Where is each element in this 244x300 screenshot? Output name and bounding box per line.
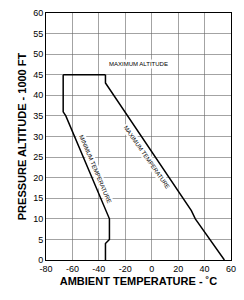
svg-text:50: 50 [33,49,43,59]
svg-text:60: 60 [226,264,236,274]
svg-text:40: 40 [33,90,43,100]
svg-text:-80: -80 [39,264,52,274]
svg-text:25: 25 [33,152,43,162]
svg-text:PRESSURE ALTITUDE - 1000 FT: PRESSURE ALTITUDE - 1000 FT [16,52,28,220]
svg-text:0: 0 [38,255,43,265]
svg-text:0: 0 [149,264,154,274]
svg-text:60: 60 [33,8,43,18]
svg-text:-60: -60 [66,264,79,274]
svg-text:35: 35 [33,111,43,121]
svg-text:55: 55 [33,29,43,39]
svg-text:MAXIMUM TEMPERATURE: MAXIMUM TEMPERATURE [123,125,171,190]
svg-text:15: 15 [33,193,43,203]
svg-text:10: 10 [33,214,43,224]
svg-text:5: 5 [38,235,43,245]
svg-text:-40: -40 [92,264,105,274]
svg-text:20: 20 [173,264,183,274]
svg-text:20: 20 [33,173,43,183]
svg-text:45: 45 [33,70,43,80]
svg-text:MAXIMUM ALTITUDE: MAXIMUM ALTITUDE [109,61,168,67]
svg-text:AMBIENT TEMPERATURE - ˚C: AMBIENT TEMPERATURE - ˚C [60,275,218,287]
svg-text:MINIMUM TEMPERATURE: MINIMUM TEMPERATURE [78,134,112,204]
svg-text:30: 30 [33,132,43,142]
svg-text:-20: -20 [119,264,132,274]
svg-text:40: 40 [200,264,210,274]
